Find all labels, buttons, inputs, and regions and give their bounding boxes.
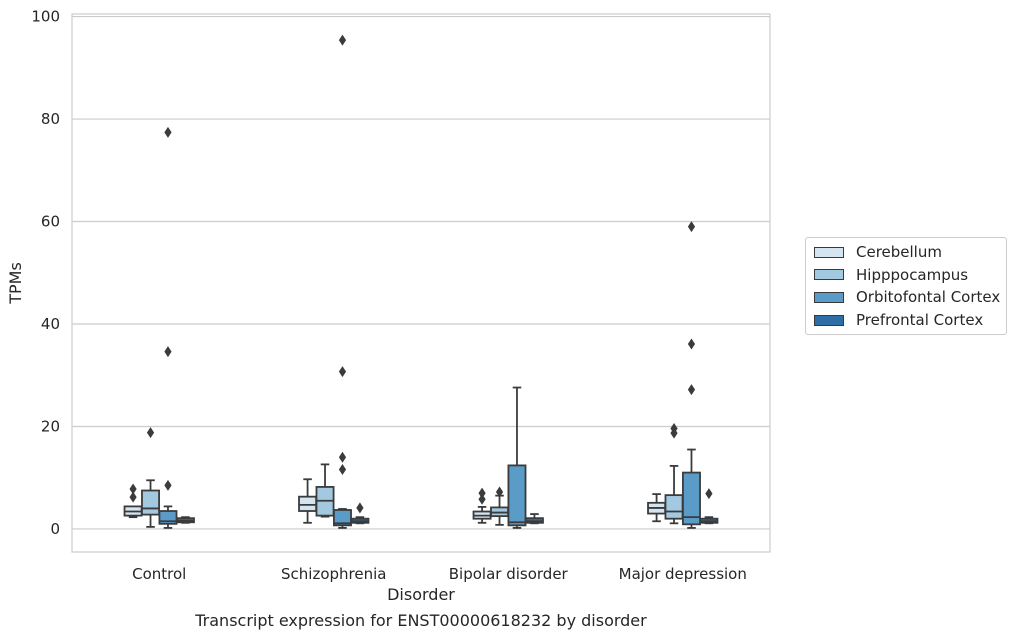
x-tick-label: Major depression xyxy=(619,565,747,583)
box-group xyxy=(141,427,160,528)
box xyxy=(664,494,684,520)
outlier-point xyxy=(129,483,137,495)
outlier-point xyxy=(164,479,172,491)
outlier-point xyxy=(164,346,172,358)
box xyxy=(682,471,701,526)
outlier-point xyxy=(356,502,364,514)
outlier-point xyxy=(338,34,347,46)
legend-label: Orbitofontal Cortex xyxy=(856,288,1001,307)
legend: Cerebellum Hipppocampus Orbitofontal Corte… xyxy=(805,237,1008,336)
legend-label: Prefrontal Cortex xyxy=(856,311,984,330)
outlier-point xyxy=(338,464,347,476)
outlier-point xyxy=(146,427,155,439)
y-tick-label: 80 xyxy=(41,110,60,128)
box-group xyxy=(682,221,701,529)
box-group xyxy=(333,34,352,529)
y-tick-label: 40 xyxy=(41,315,60,333)
outlier-point xyxy=(164,126,172,138)
x-tick-label: Bipolar disorder xyxy=(449,565,569,583)
y-tick-label: 100 xyxy=(31,8,60,26)
x-tick-label: Control xyxy=(132,565,186,583)
gridlines xyxy=(72,15,770,530)
box-group xyxy=(699,488,719,525)
legend-item: Prefrontal Cortex xyxy=(814,309,1000,332)
box-group xyxy=(175,516,195,524)
y-tick-labels: 0 20 40 60 80 100 xyxy=(31,8,60,538)
y-tick-label: 20 xyxy=(41,417,60,435)
box xyxy=(333,509,352,527)
outlier-point xyxy=(687,221,696,233)
box xyxy=(141,489,160,516)
legend-label: Cerebellum xyxy=(856,243,942,262)
outlier-point xyxy=(338,451,347,463)
legend-item: Orbitofontal Cortex xyxy=(814,286,1000,309)
legend-label: Hipppocampus xyxy=(856,265,969,284)
boxes xyxy=(123,34,719,529)
box-group xyxy=(524,513,544,525)
x-tick-label: Schizophrenia xyxy=(281,565,386,583)
box-group xyxy=(350,502,370,525)
box xyxy=(298,495,318,512)
y-tick-label: 60 xyxy=(41,213,60,231)
legend-swatch xyxy=(814,314,844,326)
box-group xyxy=(507,386,527,529)
outlier-point xyxy=(670,423,678,435)
y-tick-label: 0 xyxy=(50,520,60,538)
legend-swatch xyxy=(814,246,844,258)
outlier-point xyxy=(338,366,347,378)
outlier-point xyxy=(495,486,504,498)
legend-item: Hipppocampus xyxy=(814,264,1000,287)
outlier-point xyxy=(478,493,486,505)
legend-item: Cerebellum xyxy=(814,241,1000,264)
outlier-point xyxy=(478,487,486,499)
outlier-point xyxy=(705,488,713,500)
x-tick-labels: Control Schizophrenia Bipolar disorder Majo… xyxy=(132,565,747,583)
y-axis-title: TPMs xyxy=(6,262,25,305)
x-axis-title: Disorder xyxy=(387,585,455,604)
box xyxy=(507,464,527,527)
legend-swatch xyxy=(814,269,844,281)
box-group xyxy=(158,126,178,529)
outlier-point xyxy=(129,491,137,503)
outlier-point xyxy=(687,384,696,396)
box-group xyxy=(315,463,335,518)
box-group xyxy=(490,486,509,526)
plot-area xyxy=(71,13,771,553)
outlier-point xyxy=(687,338,696,350)
legend-swatch xyxy=(814,291,844,303)
chart-title: Transcript expression for ENST0000061823… xyxy=(194,611,647,630)
